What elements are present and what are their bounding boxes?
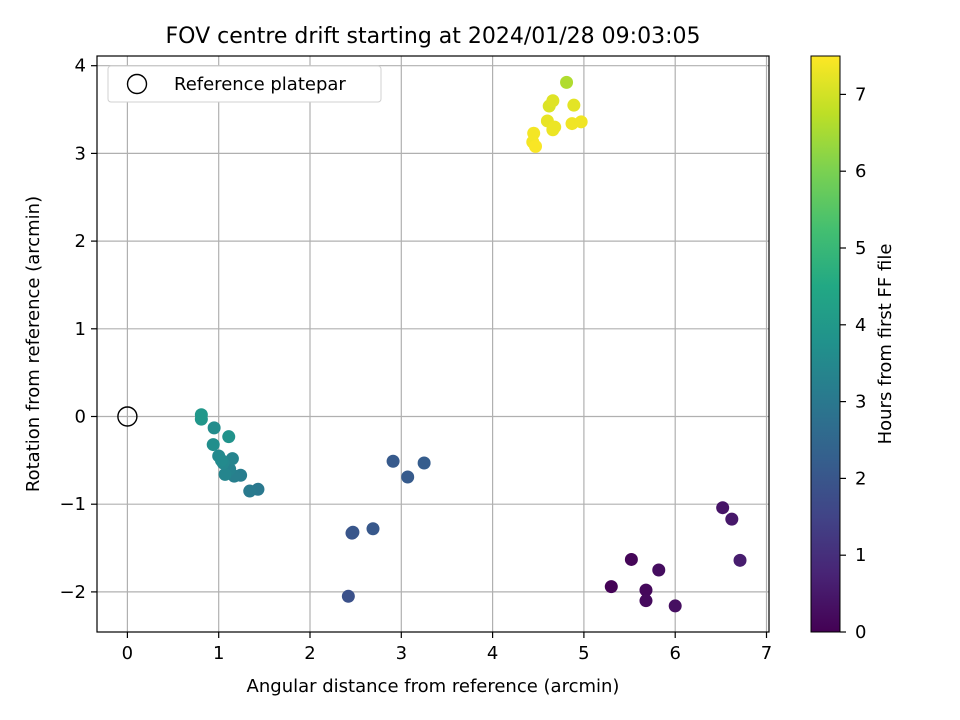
data-point: [207, 421, 221, 435]
chart-title: FOV centre drift starting at 2024/01/28 …: [166, 24, 701, 49]
legend-marker: [126, 73, 148, 95]
y-tick-label: 3: [75, 143, 86, 164]
data-point: [604, 580, 618, 594]
x-tick-label: 2: [304, 643, 315, 664]
data-point: [401, 470, 415, 484]
y-tick-label: 1: [75, 319, 86, 340]
data-point: [639, 594, 653, 608]
x-tick-label: 0: [122, 643, 133, 664]
y-tick-label: 0: [75, 407, 86, 428]
x-tick-label: 3: [396, 643, 407, 664]
data-point: [366, 522, 380, 536]
data-point: [341, 589, 355, 603]
colorbar-ticks: 0 1 2 3 4 5 6 7: [840, 84, 866, 643]
data-point: [222, 430, 236, 444]
reference-point: [117, 406, 138, 427]
data-point: [218, 467, 232, 481]
legend: Reference platepar: [107, 65, 382, 103]
data-point: [417, 456, 431, 470]
colorbar-tick-label: 3: [855, 392, 866, 413]
data-point: [574, 115, 588, 129]
data-point: [560, 75, 574, 89]
y-tick-label: −2: [59, 582, 86, 603]
y-tick-label: 2: [75, 231, 86, 252]
y-axis-label: Rotation from reference (arcmin): [23, 196, 44, 492]
grid-lines: [97, 56, 769, 632]
data-point: [546, 94, 560, 108]
data-points: [194, 75, 747, 613]
data-point: [639, 583, 653, 597]
colorbar-tick-label: 1: [855, 545, 866, 566]
x-tick-label: 4: [487, 643, 498, 664]
y-axis-ticks: −2 −1 0 1 2 3 4: [59, 56, 97, 603]
x-axis-label: Angular distance from reference (arcmin): [247, 676, 620, 697]
x-tick-label: 6: [669, 643, 680, 664]
data-point: [206, 438, 220, 452]
data-point: [725, 512, 739, 526]
colorbar-tick-label: 4: [855, 315, 866, 336]
x-tick-label: 1: [213, 643, 224, 664]
x-tick-label: 7: [761, 643, 772, 664]
legend-label: Reference platepar: [174, 74, 346, 95]
colorbar-tick-label: 7: [855, 84, 866, 105]
data-point: [243, 484, 257, 498]
colorbar-tick-label: 5: [855, 238, 866, 259]
colorbar-gradient: [810, 55, 841, 633]
colorbar-tick-label: 6: [855, 161, 866, 182]
data-point: [716, 501, 730, 515]
y-tick-label: 4: [75, 56, 86, 77]
colorbar-label: Hours from first FF file: [875, 244, 896, 445]
data-point: [624, 552, 638, 566]
legend-box: [107, 65, 382, 103]
x-tick-label: 5: [578, 643, 589, 664]
data-point: [567, 98, 581, 112]
data-point: [529, 139, 543, 153]
data-point: [733, 553, 747, 567]
data-point: [386, 454, 400, 468]
x-axis-ticks: 0 1 2 3 4 5 6 7: [122, 632, 772, 664]
y-tick-label: −1: [59, 494, 86, 515]
data-point: [668, 599, 682, 613]
colorbar-tick-label: 2: [855, 468, 866, 489]
colorbar: 0 1 2 3 4 5 6 7 Hours from first FF file: [810, 55, 896, 643]
data-point: [214, 453, 228, 467]
plot-frame: [96, 55, 770, 633]
data-point: [194, 408, 208, 422]
data-point: [652, 563, 666, 577]
data-point: [548, 120, 562, 134]
colorbar-tick-label: 0: [855, 622, 866, 643]
data-point: [346, 525, 360, 539]
reference-marker: [117, 406, 138, 427]
